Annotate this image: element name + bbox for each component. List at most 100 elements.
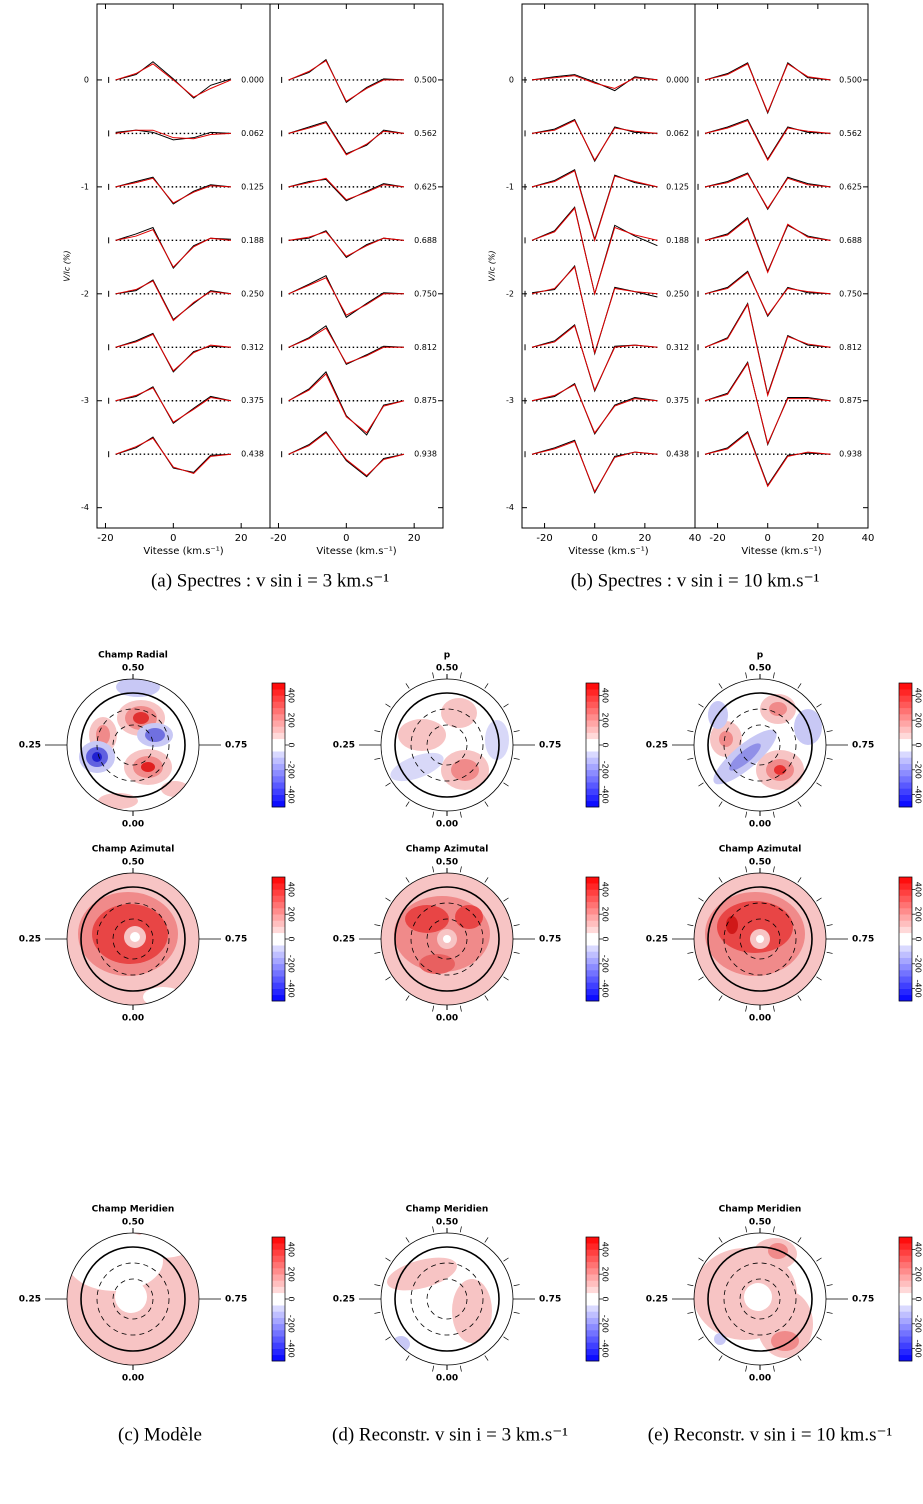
colorbar-bin <box>272 788 285 795</box>
colorbar-label: -400 <box>287 1340 296 1358</box>
model-profile <box>288 177 405 201</box>
colorbar-bin <box>899 1261 912 1269</box>
phase-label: 0.25 <box>333 741 355 751</box>
colorbar-bin <box>272 970 285 977</box>
equator-circle <box>394 1246 500 1352</box>
colorbar-label: -400 <box>601 980 610 998</box>
colorbar-bin <box>899 776 912 783</box>
phase-tick <box>718 995 723 1001</box>
colorbar-bin <box>899 976 912 983</box>
phase-tick <box>698 782 704 787</box>
phase-label: 0.25 <box>19 741 41 751</box>
colorbar-label: -200 <box>914 1315 923 1333</box>
colorbar-bin <box>586 1261 599 1269</box>
colorbar-label: 400 <box>287 882 296 897</box>
observed-profile <box>531 118 658 163</box>
colorbar-label: -200 <box>914 761 923 779</box>
phase-tick <box>745 672 748 679</box>
colorbar-bin <box>272 1348 285 1356</box>
model-profile <box>288 327 404 364</box>
phase-tick <box>385 703 391 708</box>
x-tick-label: -20 <box>536 533 552 544</box>
phase-label: 0.812 <box>839 343 862 352</box>
colorbar-bin <box>272 1323 285 1331</box>
phase-tick <box>484 995 489 1001</box>
colorbar-label: -200 <box>287 955 296 973</box>
phase-label: 0.00 <box>122 820 144 830</box>
latitude-circle <box>96 902 170 976</box>
x-tick-label: 20 <box>638 533 651 544</box>
phase-tick <box>826 951 833 954</box>
model-profile <box>531 325 658 392</box>
phase-label: 0.75 <box>539 935 561 945</box>
phase-label: 0.75 <box>225 741 247 751</box>
colorbar-bin <box>272 1261 285 1269</box>
map-title: Champ Azimutal <box>92 845 175 855</box>
colorbar-bin <box>272 769 285 777</box>
colorbar-bin <box>586 1311 599 1318</box>
colorbar-bin <box>272 1243 285 1250</box>
phase-tick <box>459 1226 462 1233</box>
colorbar-bin <box>272 982 285 989</box>
phase-tick <box>772 1226 775 1233</box>
phase-tick <box>459 811 462 818</box>
model-profile <box>704 432 831 488</box>
phase-tick <box>503 976 509 981</box>
phase-tick <box>513 730 520 733</box>
colorbar-bin <box>899 726 912 733</box>
colorbar-bin <box>899 895 912 903</box>
colorbar-bin <box>899 701 912 709</box>
latitude-circle <box>426 1278 468 1320</box>
x-axis-label: Vitesse (km.s⁻¹) <box>568 546 648 557</box>
model-profile <box>115 437 232 475</box>
phase-label: 0.125 <box>241 182 264 191</box>
colorbar-label: 0 <box>601 742 610 747</box>
colorbar-bin <box>272 1280 285 1287</box>
colorbar-bin <box>899 1292 912 1300</box>
colorbar-bin <box>899 1249 912 1256</box>
colorbar-bin <box>272 757 285 764</box>
phase-tick <box>745 1365 748 1372</box>
colorbar-bin <box>272 926 285 934</box>
colorbar-label: 0 <box>287 742 296 747</box>
maps-art <box>67 679 826 1365</box>
colorbar-label: -200 <box>601 1315 610 1333</box>
colorbar-bin <box>899 745 912 752</box>
colorbar-bin <box>586 914 599 921</box>
latitude-circle <box>723 1262 797 1336</box>
colorbar-label: 200 <box>601 713 610 728</box>
colorbar-bin <box>272 914 285 921</box>
colorbar-bin <box>272 738 285 746</box>
colorbar-label: 0 <box>287 1296 296 1301</box>
colorbar-bin <box>586 963 599 971</box>
colorbar-bin <box>899 720 912 727</box>
colorbar-bin <box>899 800 912 808</box>
phase-label: 0.062 <box>241 129 264 138</box>
colorbar-bin <box>272 932 285 940</box>
colorbar-label: -200 <box>287 761 296 779</box>
model-profile <box>531 170 658 243</box>
phase-tick <box>698 976 704 981</box>
phase-label: 0.188 <box>666 236 689 245</box>
colorbar-bin <box>272 800 285 808</box>
latitude-circle <box>723 902 797 976</box>
phase-tick <box>797 1355 802 1361</box>
colorbar-label: 400 <box>914 1242 923 1257</box>
phase-label: 0.438 <box>666 450 689 459</box>
phase-tick <box>797 995 802 1001</box>
y-tick-label: -3 <box>506 396 514 405</box>
x-tick-label: 20 <box>235 533 248 544</box>
model-profile <box>531 266 658 355</box>
map-field <box>694 1238 813 1358</box>
y-tick-label: -2 <box>506 289 514 298</box>
colorbar-bin <box>899 782 912 789</box>
colorbar-label: -400 <box>914 1340 923 1358</box>
observed-profile <box>288 325 405 366</box>
phase-label: 0.50 <box>749 1218 771 1228</box>
phase-tick <box>503 703 509 708</box>
colorbar-bin <box>899 932 912 940</box>
model-profile <box>704 63 831 114</box>
latitude-circle <box>112 1278 154 1320</box>
phase-label: 0.188 <box>241 236 264 245</box>
